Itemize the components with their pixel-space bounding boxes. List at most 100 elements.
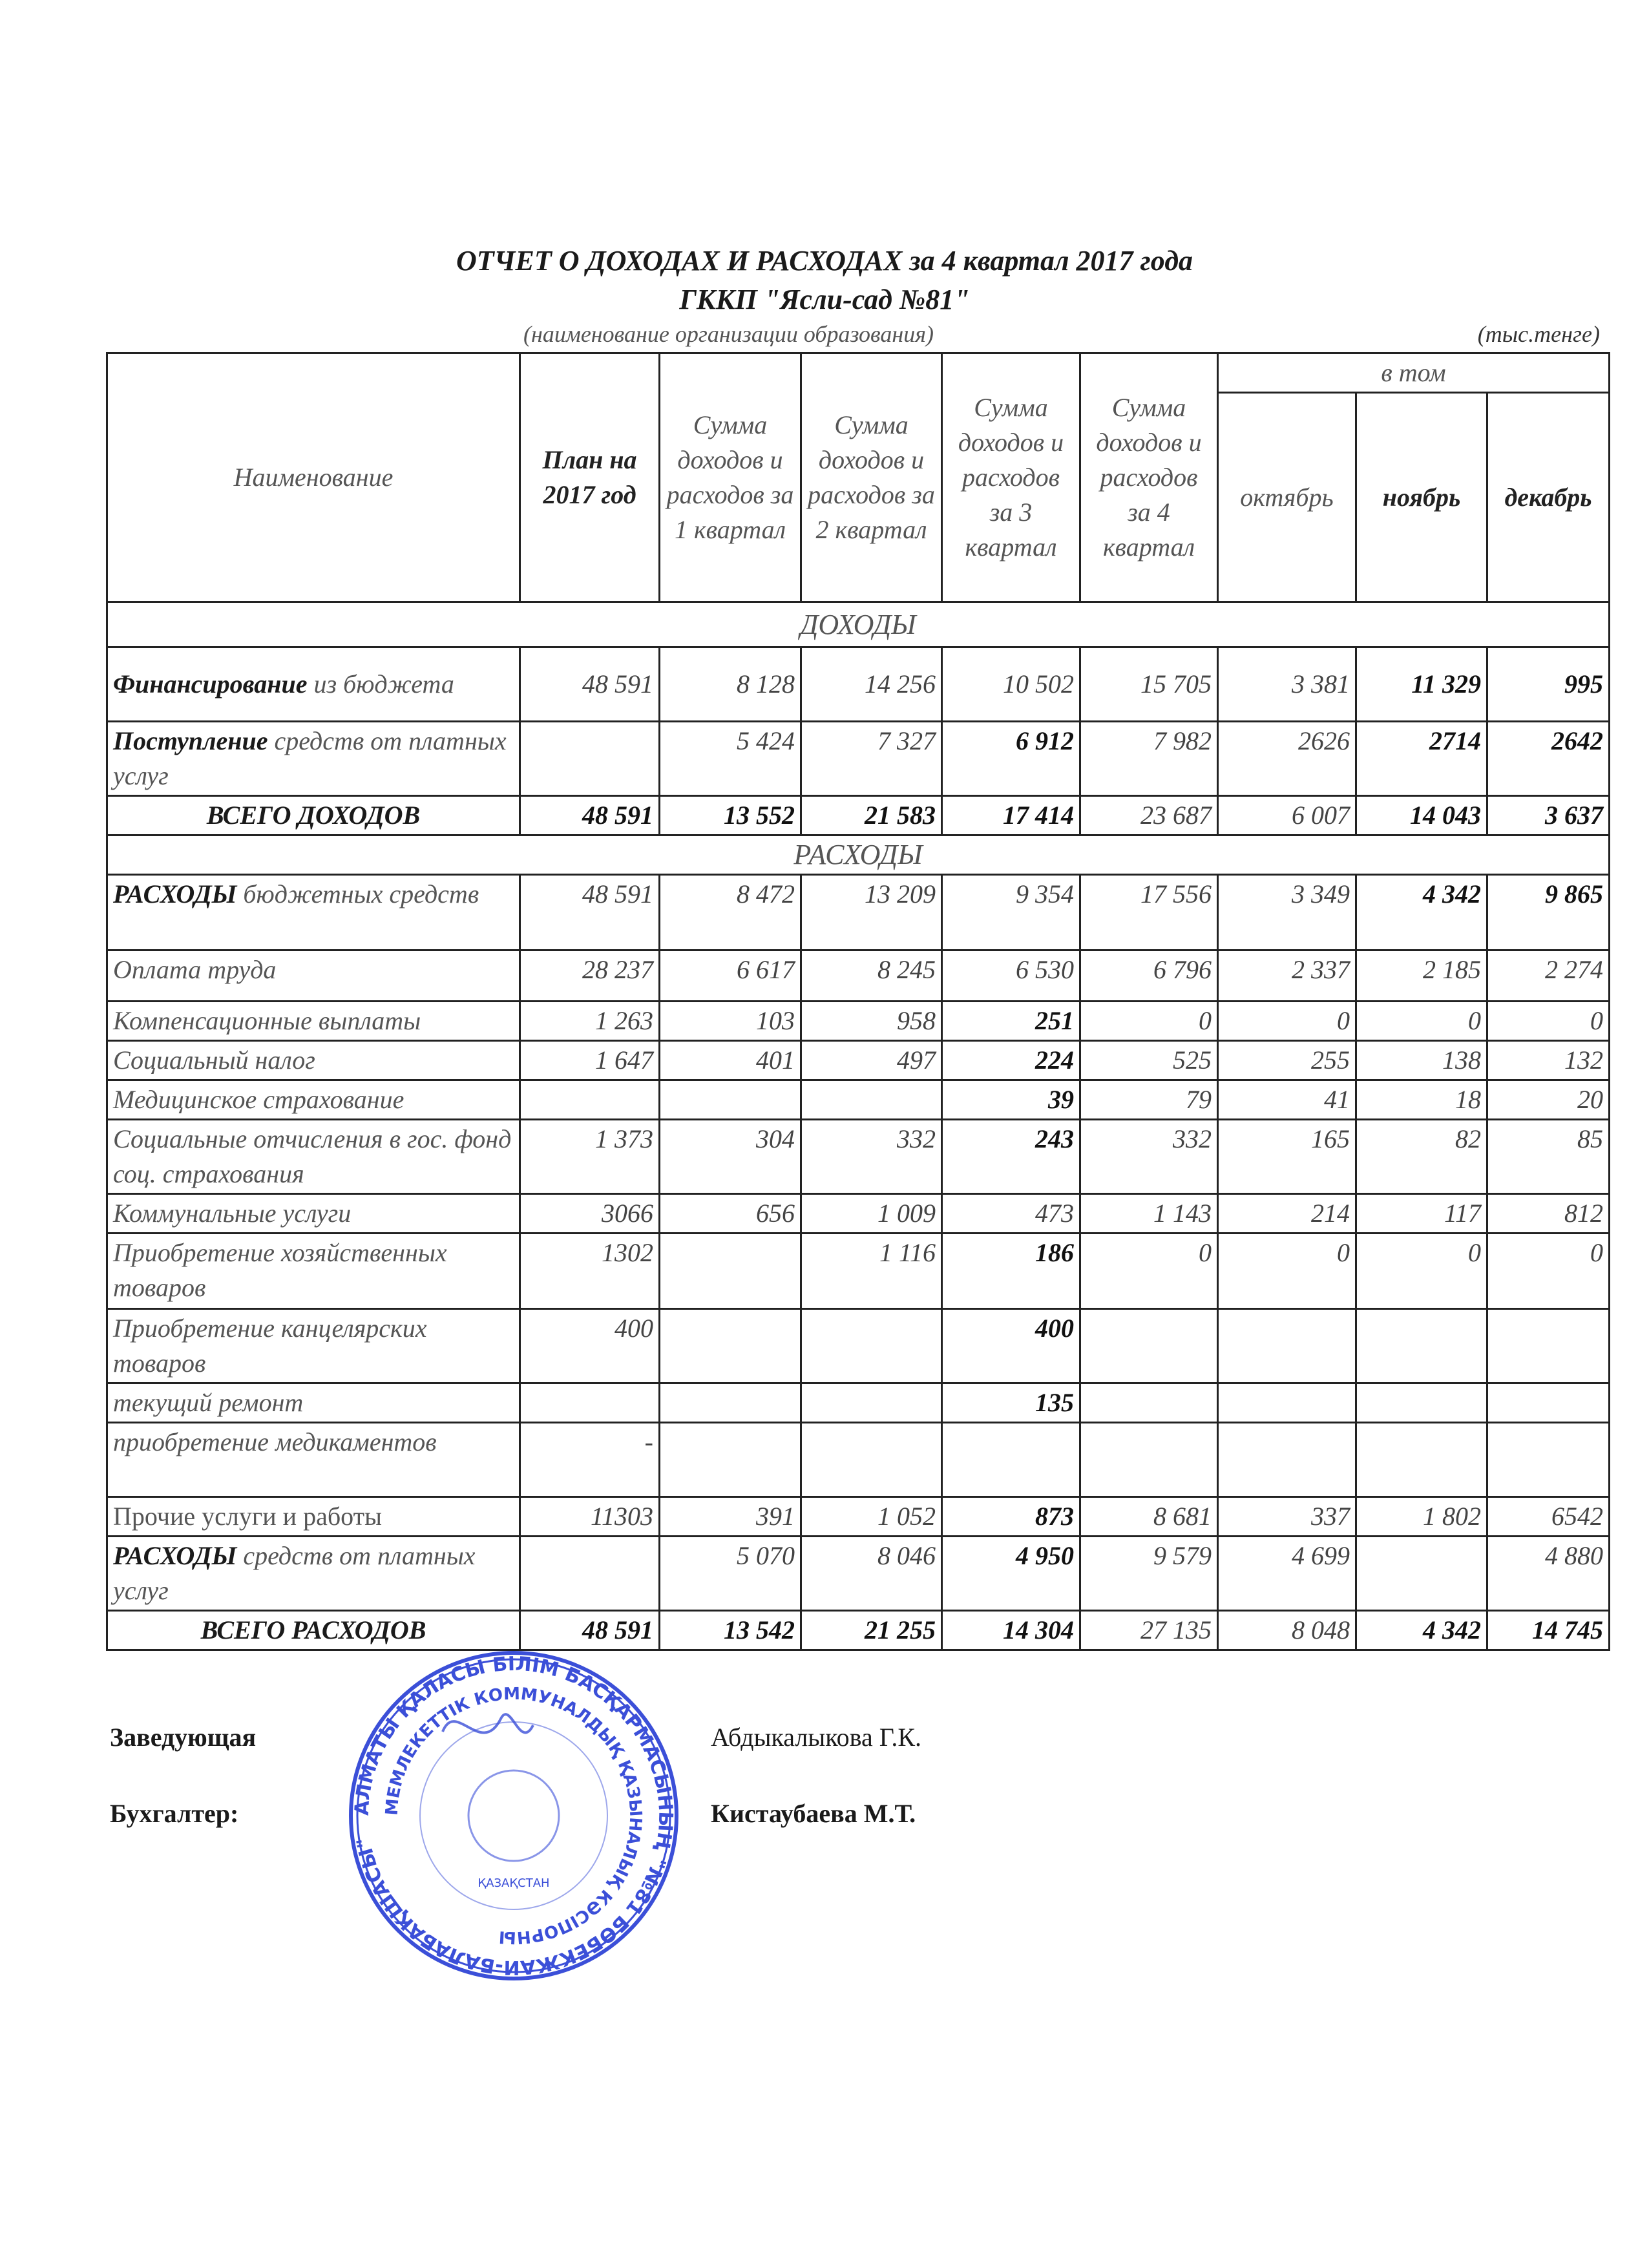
value-cell <box>658 1079 802 1120</box>
value-cell: 255 <box>1217 1040 1357 1081</box>
value-cell: 4 699 <box>1217 1535 1357 1612</box>
row-label: Прочие услуги и работы <box>106 1496 521 1537</box>
value-cell: 138 <box>1355 1040 1488 1081</box>
stamp-emblem-center <box>467 1769 560 1862</box>
value-cell: 6542 <box>1486 1496 1611 1537</box>
head-title: Заведующая <box>110 1723 257 1752</box>
value-cell <box>800 1422 943 1498</box>
value-cell: 82 <box>1355 1118 1488 1195</box>
value-cell: 117 <box>1355 1193 1488 1234</box>
row-label-text: из бюджета <box>307 669 454 698</box>
value-cell <box>658 1422 802 1498</box>
row-label: Социальный налог <box>106 1040 521 1081</box>
row-label: Приобретение канцелярских товаров <box>106 1308 521 1384</box>
row-label: приобретение медикаментов <box>106 1422 521 1498</box>
table-row: РАСХОДЫ бюджетных средств 48 591 8 472 13 2… <box>106 874 1611 951</box>
value-cell <box>1079 1422 1219 1498</box>
value-cell <box>1355 1308 1488 1384</box>
value-cell: 48 591 <box>519 874 660 951</box>
col-header-oct: октябрь <box>1217 392 1357 603</box>
value-cell: 6 530 <box>941 949 1081 1002</box>
value-cell: 1 052 <box>800 1496 943 1537</box>
table-row: Оплата труда 28 237 6 617 8 245 6 530 6 796 2 … <box>106 949 1611 1002</box>
value-cell: 13 542 <box>658 1610 802 1651</box>
row-label-text: Компенсационные выплаты <box>113 1006 421 1035</box>
value-cell: 401 <box>658 1040 802 1081</box>
row-label: Компенсационные выплаты <box>106 1000 521 1042</box>
row-label-text: Приобретение канцелярских товаров <box>113 1314 427 1378</box>
report-title: ОТЧЕТ О ДОХОДАХ И РАСХОДАХ за 4 квартал … <box>456 245 1193 277</box>
value-cell: 11303 <box>519 1496 660 1537</box>
table-row: Медицинское страхование 39 79 41 18 20 <box>106 1079 1611 1120</box>
value-cell: 4 950 <box>941 1535 1081 1612</box>
value-cell: 4 342 <box>1355 1610 1488 1651</box>
value-cell: 2626 <box>1217 720 1357 797</box>
value-cell: 995 <box>1486 646 1611 722</box>
total-label: ВСЕГО РАСХОДОВ <box>106 1610 521 1651</box>
value-cell: 135 <box>941 1382 1081 1423</box>
head-name: Абдыкалыкова Г.К. <box>711 1723 922 1752</box>
value-cell <box>1217 1382 1357 1423</box>
value-cell <box>1355 1382 1488 1423</box>
value-cell: 165 <box>1217 1118 1357 1195</box>
row-label-bold: Финансирование <box>113 669 308 698</box>
value-cell: 41 <box>1217 1079 1357 1120</box>
value-cell <box>800 1079 943 1120</box>
row-label-text: Коммунальные услуги <box>113 1199 352 1228</box>
value-cell: 2 337 <box>1217 949 1357 1002</box>
value-cell: 497 <box>800 1040 943 1081</box>
row-label-text: Социальный налог <box>113 1045 315 1075</box>
stamp-ring <box>356 1658 671 1973</box>
col-header-group: в том <box>1216 352 1611 394</box>
row-label-text: Социальные отчисления в гос. фонд соц. с… <box>113 1124 512 1188</box>
value-cell: 873 <box>941 1496 1081 1537</box>
value-cell: 304 <box>658 1118 802 1195</box>
row-label: Приобретение хозяйственных товаров <box>106 1232 521 1310</box>
row-label: РАСХОДЫ бюджетных средств <box>106 874 521 951</box>
value-cell: 0 <box>1486 1000 1611 1042</box>
row-label-text: Медицинское страхование <box>113 1085 404 1114</box>
signature-scribble <box>441 1713 534 1734</box>
table-row: Финансирование из бюджета 48 591 8 128 14 2… <box>106 646 1611 722</box>
row-label: текущий ремонт <box>106 1382 521 1423</box>
value-cell <box>658 1232 802 1310</box>
value-cell <box>658 1308 802 1384</box>
row-label-text: средств от платных услуг <box>113 1541 476 1605</box>
stamp-center-text: ҚАЗАҚСТАН <box>478 1876 549 1890</box>
table-row: Прочие услуги и работы 11303 391 1 052 873 8 … <box>106 1496 1611 1537</box>
row-label: Социальные отчисления в гос. фонд соц. с… <box>106 1118 521 1195</box>
value-cell: 103 <box>658 1000 802 1042</box>
value-cell: 4 342 <box>1355 874 1488 951</box>
value-cell: 391 <box>658 1496 802 1537</box>
value-cell: 6 912 <box>941 720 1081 797</box>
value-cell: 0 <box>1079 1232 1219 1310</box>
value-cell: 132 <box>1486 1040 1611 1081</box>
value-cell: 6 796 <box>1079 949 1219 1002</box>
value-cell <box>1486 1422 1611 1498</box>
value-cell: 7 982 <box>1079 720 1219 797</box>
col-header-dec: декабрь <box>1486 392 1611 603</box>
value-cell: 400 <box>519 1308 660 1384</box>
value-cell <box>519 1535 660 1612</box>
value-cell <box>519 1079 660 1120</box>
value-cell: 4 880 <box>1486 1535 1611 1612</box>
value-cell <box>1486 1382 1611 1423</box>
value-cell: 13 209 <box>800 874 943 951</box>
value-cell: 9 354 <box>941 874 1081 951</box>
value-cell: 224 <box>941 1040 1081 1081</box>
value-cell: 214 <box>1217 1193 1357 1234</box>
value-cell: 5 070 <box>658 1535 802 1612</box>
total-label-text: ВСЕГО РАСХОДОВ <box>200 1615 426 1644</box>
value-cell: 958 <box>800 1000 943 1042</box>
col-header-q2: Сумма доходов и расходов за 2 квартал <box>800 352 943 603</box>
table-row: Приобретение канцелярских товаров 400 400 <box>106 1308 1611 1384</box>
value-cell: 14 745 <box>1486 1610 1611 1651</box>
row-label-bold: РАСХОДЫ <box>113 1541 237 1570</box>
value-cell: 14 256 <box>800 646 943 722</box>
table-row: ВСЕГО РАСХОДОВ 48 591 13 542 21 255 14 304 27… <box>106 1610 1611 1651</box>
income-expense-table: Наименование План на 2017 год Сумма дохо… <box>105 352 1611 1651</box>
accountant-title: Бухгалтер: <box>110 1799 239 1828</box>
value-cell: 1 373 <box>519 1118 660 1195</box>
value-cell: 14 043 <box>1355 795 1488 836</box>
value-cell: 17 556 <box>1079 874 1219 951</box>
